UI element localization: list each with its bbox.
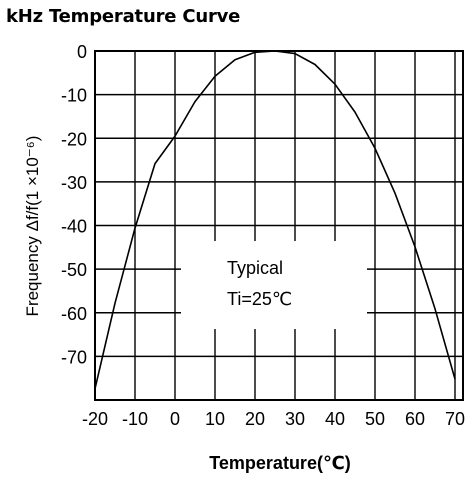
x-tick-label: 0 (170, 409, 180, 429)
y-tick-label: -10 (61, 86, 87, 106)
x-tick-label: 10 (205, 409, 225, 429)
annotation-line-1: Typical (227, 258, 283, 278)
chart-title: kHz Temperature Curve (6, 6, 241, 27)
x-tick-label: 40 (325, 409, 345, 429)
y-tick-label: -70 (61, 347, 87, 367)
x-tick-label: 30 (285, 409, 305, 429)
annotation-box (181, 241, 367, 329)
x-tick-label: -10 (122, 409, 148, 429)
x-tick-label: 60 (405, 409, 425, 429)
x-tick-label: -20 (82, 409, 108, 429)
y-tick-label: -60 (61, 304, 87, 324)
y-tick-label: -30 (61, 173, 87, 193)
y-tick-label: -40 (61, 217, 87, 237)
annotation-line-2: Ti=25℃ (227, 289, 292, 309)
y-tick-labels: 0 -10 -20 -30 -40 -50 -60 -70 (61, 42, 87, 367)
y-tick-label: 0 (77, 42, 87, 62)
y-axis-title: Frequency Δf/f(1 ×10⁻⁶) (23, 136, 42, 317)
x-tick-label: 20 (245, 409, 265, 429)
series-line (94, 50, 456, 389)
y-tick-label: -20 (61, 129, 87, 149)
x-tick-label: 50 (365, 409, 385, 429)
x-tick-label: 70 (445, 409, 465, 429)
x-tick-labels: -20 -10 0 10 20 30 40 50 60 70 (82, 409, 465, 429)
x-axis-title: Temperature(℃) (209, 453, 351, 473)
grid-lines (95, 51, 463, 400)
series-layer (94, 50, 456, 389)
y-tick-label: -50 (61, 260, 87, 280)
